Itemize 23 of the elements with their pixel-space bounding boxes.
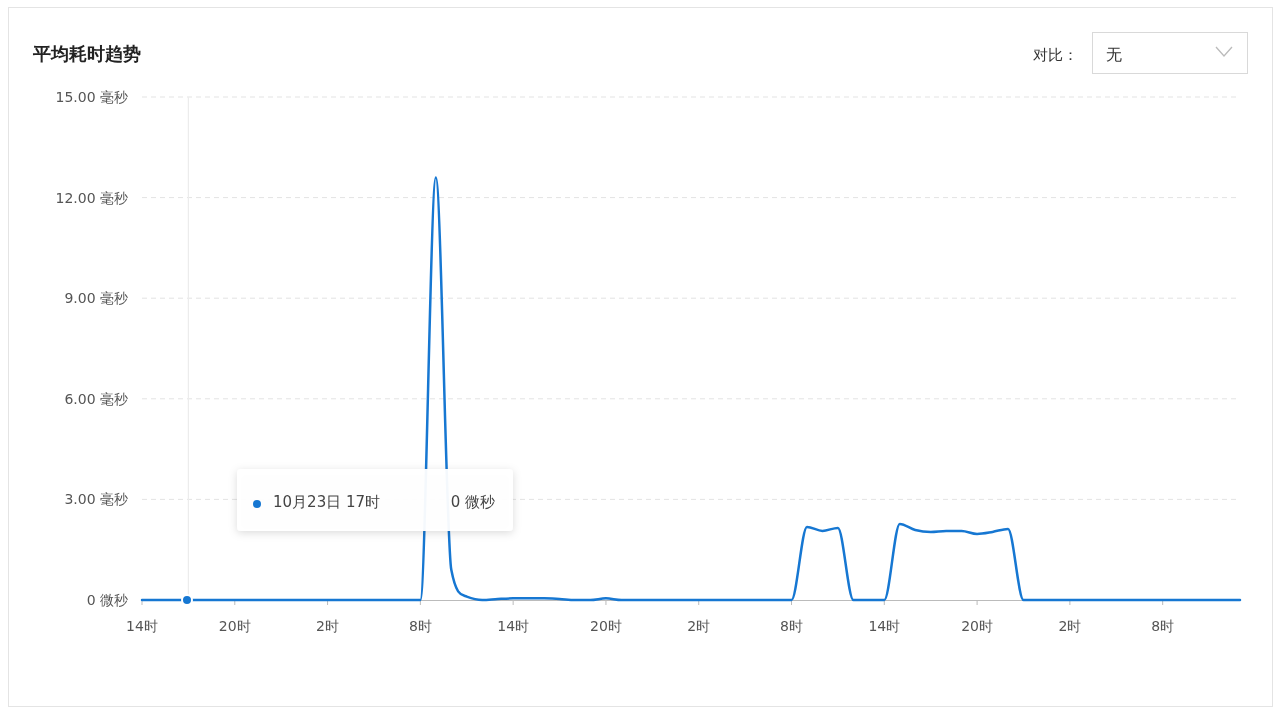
y-tick-label: 6.00 毫秒	[64, 390, 128, 407]
y-tick-label: 3.00 毫秒	[64, 491, 128, 508]
y-tick-label: 0 微秒	[86, 592, 128, 608]
x-tick-label: 20时	[590, 618, 622, 634]
x-tick-label: 14时	[126, 618, 158, 634]
x-tick-label: 2时	[1058, 618, 1082, 634]
x-tick-label: 14时	[497, 618, 530, 634]
x-tick-label: 8时	[780, 618, 803, 634]
x-tick-label: 8时	[408, 618, 432, 634]
annotation: 0 微秒	[450, 493, 495, 511]
x-tick-label: 14时	[868, 618, 901, 634]
text: 无	[1106, 45, 1122, 64]
x-tick-label: 8时	[1151, 618, 1175, 634]
y-tick-label: 12.00 毫秒	[55, 189, 128, 206]
chart-title: 平均耗时趋势	[32, 43, 141, 64]
y-tick-label: 15.00 毫秒	[55, 89, 128, 105]
x-tick-label: 20时	[961, 618, 994, 634]
x-tick-label: 20时	[218, 618, 251, 634]
annotation: 10月23日 17时	[273, 493, 381, 511]
text: 对比：	[1033, 46, 1078, 64]
y-tick-label: 9.00 毫秒	[64, 290, 128, 307]
x-tick-label: 2时	[687, 618, 711, 634]
x-tick-label: 2时	[316, 618, 340, 634]
